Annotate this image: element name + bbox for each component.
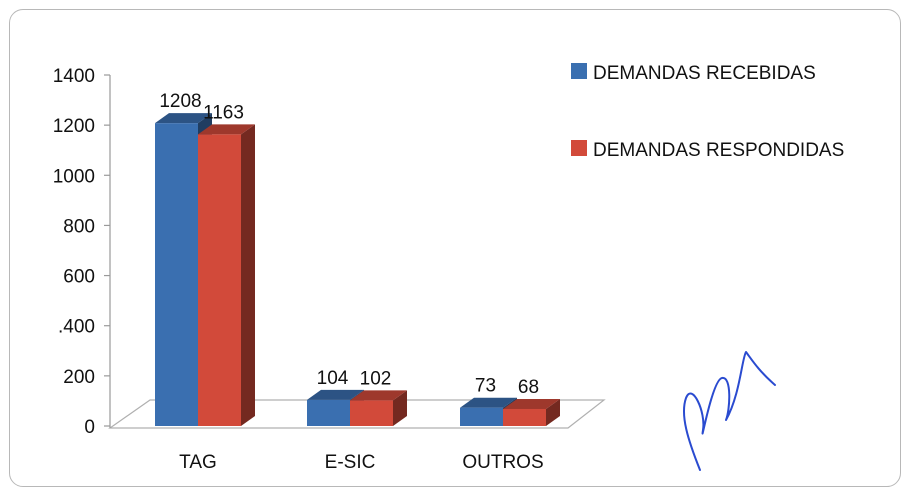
bar-side (393, 390, 407, 426)
y-tick-label: 0 (84, 417, 95, 438)
data-label: 1208 (159, 91, 201, 112)
data-label: 73 (475, 376, 496, 397)
bar (503, 398, 560, 426)
x-category-label: E-SIC (325, 452, 376, 473)
bar-side (241, 124, 255, 427)
bars (155, 113, 560, 427)
bar-front (155, 123, 198, 426)
y-axis: 0 200 .400 600 800 1000 1200 1400 (53, 66, 111, 438)
bar-top (350, 390, 407, 401)
y-tick-label: 200 (63, 367, 95, 388)
y-tick-label: 600 (63, 267, 95, 288)
legend-swatch-recebidas (571, 63, 587, 79)
legend-label-recebidas: DEMANDAS RECEBIDAS (593, 63, 816, 84)
bar (350, 390, 407, 426)
bar (198, 124, 255, 427)
bar-front (503, 408, 546, 426)
y-tick-label: 1400 (53, 66, 95, 87)
handwritten-signature (682, 351, 776, 471)
bar-top (198, 124, 255, 135)
bar-front (198, 134, 241, 426)
data-label: 104 (317, 368, 349, 389)
legend-swatch-respondidas (571, 140, 587, 156)
bar-top (307, 389, 364, 400)
bar-top (503, 398, 560, 409)
bar-side (546, 398, 560, 426)
data-label: 1163 (203, 102, 244, 123)
bar-top (460, 397, 517, 408)
bar-front (460, 407, 503, 426)
y-tick-label: 1200 (53, 116, 95, 137)
legend-label-respondidas: DEMANDAS RESPONDIDAS (593, 140, 844, 161)
x-category-label: TAG (179, 452, 217, 473)
data-label: 102 (360, 368, 392, 389)
signature (682, 351, 776, 471)
x-axis: TAG E-SIC OUTROS (179, 452, 543, 473)
y-tick-label: .400 (58, 317, 95, 338)
data-label: 68 (518, 377, 539, 398)
y-tick-label: 1000 (53, 166, 95, 187)
bar-top (155, 113, 212, 124)
bar-front (307, 399, 350, 426)
y-tick-label: 800 (63, 216, 95, 237)
bar-front (350, 400, 393, 426)
legend: DEMANDAS RECEBIDAS DEMANDAS RESPONDIDAS (571, 63, 844, 161)
x-category-label: OUTROS (462, 452, 543, 473)
